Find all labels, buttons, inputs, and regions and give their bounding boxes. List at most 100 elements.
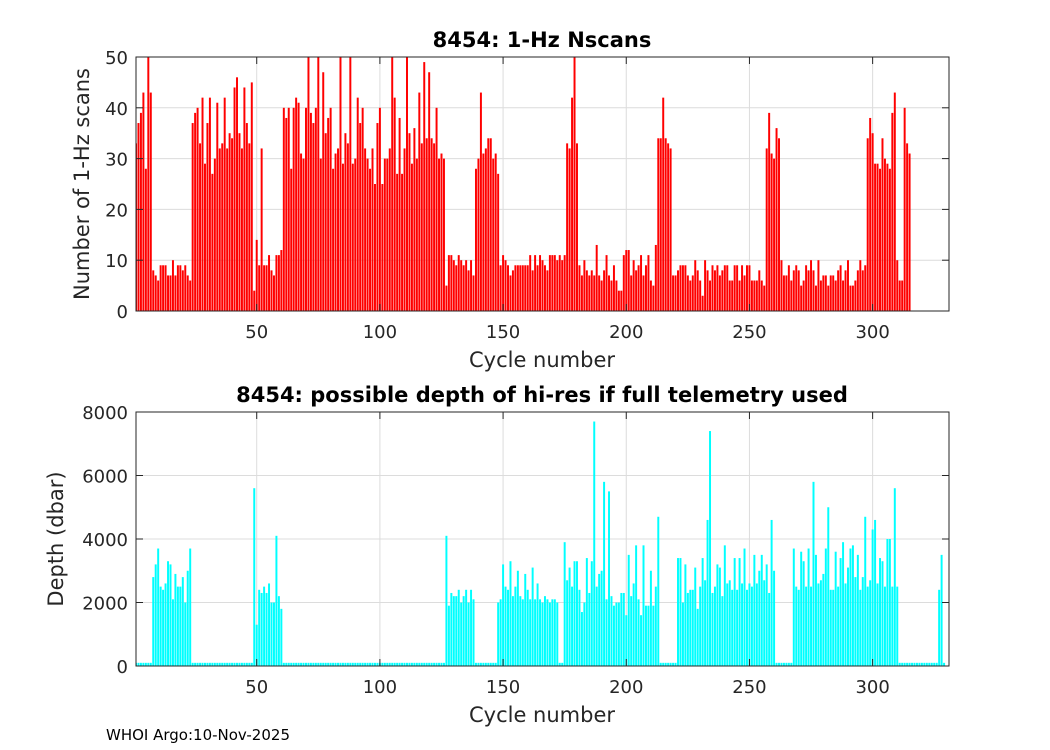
depth-bar-314 bbox=[906, 662, 909, 666]
depth-bar-178 bbox=[571, 586, 574, 666]
depth-bar-176 bbox=[566, 580, 569, 666]
nscans-bar-208 bbox=[644, 265, 647, 311]
nscans-bar-92 bbox=[359, 123, 362, 311]
depth-bar-258 bbox=[768, 592, 771, 666]
depth-bar-109 bbox=[401, 662, 404, 666]
depth-bar-10 bbox=[157, 548, 160, 666]
depth-bar-227 bbox=[691, 589, 694, 666]
nscans-bar-130 bbox=[452, 260, 455, 311]
nscans-bar-105 bbox=[391, 57, 394, 311]
depth-bar-89 bbox=[351, 662, 354, 666]
depth-bar-318 bbox=[915, 662, 918, 666]
depth-bar-15 bbox=[169, 564, 172, 666]
depth-bar-25 bbox=[194, 662, 197, 666]
depth-bar-122 bbox=[433, 662, 436, 666]
depth-bar-35 bbox=[218, 662, 221, 666]
nscans-x-tick-label-50: 50 bbox=[245, 322, 268, 343]
nscans-bar-3 bbox=[139, 112, 142, 311]
nscans-bar-47 bbox=[248, 143, 251, 311]
nscans-bar-218 bbox=[669, 148, 672, 311]
nscans-bar-32 bbox=[211, 173, 214, 311]
depth-bar-27 bbox=[199, 662, 202, 666]
depth-bar-185 bbox=[588, 592, 591, 666]
depth-bar-137 bbox=[470, 589, 473, 666]
nscans-bar-10 bbox=[157, 280, 160, 311]
depth-bar-324 bbox=[930, 662, 933, 666]
nscans-bar-29 bbox=[203, 163, 206, 311]
nscans-bar-143 bbox=[484, 148, 487, 311]
nscans-bar-215 bbox=[662, 97, 665, 311]
depth-bar-311 bbox=[898, 662, 901, 666]
nscans-bar-214 bbox=[659, 138, 662, 311]
nscans-bar-102 bbox=[383, 158, 386, 311]
depth-bar-276 bbox=[812, 481, 815, 666]
depth-bar-161 bbox=[529, 599, 532, 666]
depth-bar-98 bbox=[373, 662, 376, 666]
nscans-bar-162 bbox=[531, 270, 534, 311]
depth-bar-48 bbox=[250, 662, 253, 666]
nscans-bar-236 bbox=[713, 270, 716, 311]
nscans-bar-175 bbox=[563, 255, 566, 311]
nscans-bar-43 bbox=[238, 133, 241, 311]
nscans-bar-106 bbox=[393, 97, 396, 311]
depth-bar-182 bbox=[580, 612, 583, 666]
depth-bar-46 bbox=[245, 662, 248, 666]
depth-bar-207 bbox=[642, 545, 645, 666]
depth-bar-162 bbox=[531, 567, 534, 666]
nscans-bar-230 bbox=[699, 280, 702, 311]
nscans-bar-91 bbox=[356, 97, 359, 311]
nscans-bar-188 bbox=[595, 244, 598, 311]
nscans-bar-190 bbox=[600, 280, 603, 311]
depth-bar-86 bbox=[344, 662, 347, 666]
depth-bar-150 bbox=[502, 564, 505, 666]
nscans-bar-304 bbox=[881, 138, 884, 311]
depth-bar-282 bbox=[827, 507, 830, 666]
depth-bar-257 bbox=[765, 564, 768, 666]
nscans-bar-199 bbox=[622, 255, 625, 311]
depth-bar-234 bbox=[709, 431, 712, 666]
nscans-bar-254 bbox=[758, 270, 761, 311]
depth-bar-211 bbox=[652, 605, 655, 666]
nscans-bar-119 bbox=[425, 138, 428, 311]
depth-bar-103 bbox=[386, 662, 389, 666]
nscans-bar-221 bbox=[677, 270, 679, 311]
depth-bar-131 bbox=[455, 596, 458, 666]
nscans-bar-202 bbox=[630, 275, 633, 311]
nscans-bar-156 bbox=[516, 265, 519, 311]
nscans-bar-250 bbox=[748, 265, 751, 311]
depth-bar-242 bbox=[728, 580, 731, 666]
depth-bar-250 bbox=[748, 583, 751, 666]
nscans-chart: 50 100 150 200 250 300 0 10 20 30 40 50 8454: 1-Hz… bbox=[70, 28, 950, 372]
depth-bar-306 bbox=[886, 539, 889, 666]
nscans-bar-112 bbox=[408, 133, 411, 311]
nscans-bar-227 bbox=[691, 275, 694, 311]
depth-bar-287 bbox=[839, 558, 842, 666]
nscans-bar-78 bbox=[324, 133, 327, 311]
depth-bar-76 bbox=[319, 662, 322, 666]
depth-bar-292 bbox=[851, 545, 854, 666]
depth-bar-293 bbox=[854, 577, 857, 666]
nscans-bar-213 bbox=[657, 138, 660, 311]
nscans-bar-82 bbox=[334, 153, 337, 311]
depth-bar-166 bbox=[541, 602, 544, 666]
depth-bar-329 bbox=[943, 662, 946, 666]
nscans-bar-241 bbox=[726, 265, 729, 311]
depth-bar-142 bbox=[482, 662, 485, 666]
nscans-bar-28 bbox=[201, 97, 204, 311]
depth-bar-164 bbox=[536, 583, 539, 666]
nscans-bar-273 bbox=[805, 265, 808, 311]
nscans-bar-51 bbox=[258, 265, 261, 311]
nscans-bar-147 bbox=[494, 153, 497, 311]
depth-bar-326 bbox=[935, 662, 938, 666]
nscans-bar-36 bbox=[221, 143, 224, 311]
nscans-bar-79 bbox=[327, 117, 330, 312]
depth-bar-278 bbox=[817, 583, 820, 666]
depth-bar-71 bbox=[307, 662, 310, 666]
nscans-bar-73 bbox=[312, 123, 315, 311]
depth-bar-286 bbox=[837, 586, 840, 666]
nscans-bar-262 bbox=[778, 138, 780, 311]
nscans-bar-264 bbox=[782, 275, 785, 311]
nscans-bar-255 bbox=[760, 280, 763, 311]
nscans-bar-315 bbox=[908, 153, 911, 311]
nscans-y-ticks: 0 10 20 30 40 50 bbox=[105, 48, 949, 323]
